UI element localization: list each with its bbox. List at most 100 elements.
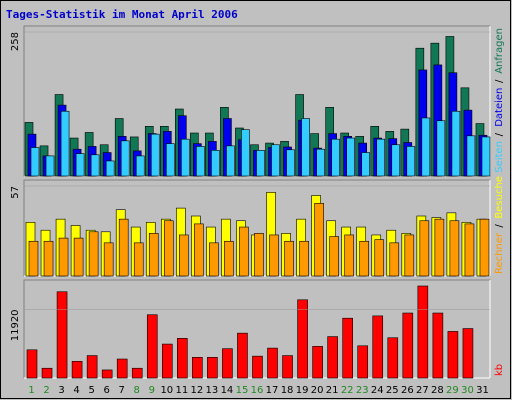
legend-rechner: Rechner bbox=[494, 232, 505, 274]
bar-rechner-15 bbox=[239, 226, 249, 277]
x-tick-label: 24 bbox=[371, 385, 384, 396]
legend-kb: kb bbox=[494, 364, 505, 376]
bar-seiten-9 bbox=[150, 133, 160, 177]
bar-seiten-12 bbox=[196, 146, 205, 177]
bar-kb-3 bbox=[56, 291, 68, 379]
bar-kb-27 bbox=[417, 285, 429, 379]
x-tick-label: 25 bbox=[386, 385, 399, 396]
bar-rechner-28 bbox=[434, 218, 445, 277]
bar-rechner-19 bbox=[299, 240, 309, 277]
x-tick-label: 13 bbox=[206, 385, 219, 396]
bar-seiten-13 bbox=[211, 150, 220, 177]
bar-seiten-2 bbox=[45, 155, 55, 177]
x-tick-label: 19 bbox=[296, 385, 309, 396]
bar-kb-22 bbox=[342, 317, 353, 379]
x-tick-label: 28 bbox=[431, 385, 444, 396]
legend-separator: / bbox=[494, 132, 505, 136]
bar-rechner-14 bbox=[224, 240, 234, 277]
bar-seiten-1 bbox=[30, 147, 40, 177]
x-tick-label: 3 bbox=[58, 385, 64, 396]
bar-seiten-21 bbox=[331, 138, 340, 177]
x-tick-label: 12 bbox=[191, 385, 204, 396]
bar-kb-1 bbox=[26, 349, 38, 379]
bar-seiten-15 bbox=[241, 129, 250, 177]
x-tick-label: 18 bbox=[281, 385, 294, 396]
x-tick-label: 22 bbox=[341, 385, 354, 396]
bar-kb-14 bbox=[222, 348, 233, 379]
legend-separator: / bbox=[494, 224, 505, 228]
bar-seiten-16 bbox=[256, 150, 265, 177]
bar-rechner-30 bbox=[464, 223, 475, 277]
y-tick-label-top: 258 bbox=[10, 32, 21, 51]
bar-kb-16 bbox=[252, 355, 263, 379]
bar-seiten-29 bbox=[451, 110, 461, 177]
legend-anfragen: Anfragen bbox=[494, 28, 505, 74]
bar-seiten-24 bbox=[376, 138, 386, 177]
bar-kb-30 bbox=[462, 328, 474, 379]
x-tick-label: 29 bbox=[446, 385, 459, 396]
bar-rechner-31 bbox=[479, 218, 490, 277]
bar-seiten-27 bbox=[421, 117, 431, 177]
x-tick-label: 4 bbox=[73, 385, 79, 396]
bar-rechner-25 bbox=[389, 242, 400, 277]
legend-dateien: Dateien bbox=[494, 88, 505, 127]
bar-rechner-9 bbox=[148, 233, 159, 277]
bar-kb-25 bbox=[387, 337, 399, 379]
bar-kb-10 bbox=[161, 343, 173, 379]
bar-seiten-7 bbox=[120, 140, 130, 177]
y-tick-label-bottom: 11920 bbox=[10, 309, 21, 341]
bar-rechner-4 bbox=[73, 237, 84, 277]
bar-kb-11 bbox=[177, 338, 188, 379]
bar-rechner-1 bbox=[28, 240, 39, 277]
bar-kb-29 bbox=[447, 331, 459, 379]
bar-seiten-25 bbox=[391, 144, 401, 177]
x-tick-label: 6 bbox=[103, 385, 109, 396]
bar-kb-12 bbox=[192, 356, 203, 379]
bar-rechner-2 bbox=[43, 240, 54, 277]
bar-rechner-24 bbox=[374, 239, 385, 277]
bar-kb-18 bbox=[282, 355, 293, 379]
bar-rechner-3 bbox=[58, 237, 69, 277]
bar-seiten-3 bbox=[60, 110, 70, 177]
bar-rechner-12 bbox=[194, 223, 204, 277]
x-tick-label: 5 bbox=[88, 385, 94, 396]
bar-kb-2 bbox=[41, 367, 53, 379]
bar-seiten-22 bbox=[346, 137, 355, 177]
bar-seiten-28 bbox=[436, 120, 446, 177]
bar-rechner-11 bbox=[179, 234, 189, 277]
x-tick-label: 20 bbox=[311, 385, 324, 396]
bar-rechner-5 bbox=[88, 231, 99, 277]
bar-seiten-11 bbox=[181, 138, 190, 177]
x-tick-label: 23 bbox=[356, 385, 369, 396]
bar-rechner-26 bbox=[404, 234, 415, 277]
bar-seiten-4 bbox=[75, 153, 85, 177]
bar-seiten-30 bbox=[466, 135, 476, 177]
bar-kb-28 bbox=[432, 312, 444, 379]
x-tick-label: 15 bbox=[236, 385, 249, 396]
bar-kb-26 bbox=[402, 312, 414, 379]
bar-kb-8 bbox=[131, 367, 143, 379]
bar-kb-5 bbox=[86, 355, 98, 379]
bar-seiten-10 bbox=[165, 143, 175, 177]
legend-separator: / bbox=[494, 79, 505, 83]
x-tick-label: 26 bbox=[401, 385, 414, 396]
chart-title: Tages-Statistik im Monat April 2006 bbox=[6, 8, 238, 21]
bar-rechner-17 bbox=[269, 234, 279, 277]
bar-kb-4 bbox=[71, 361, 83, 379]
bar-seiten-23 bbox=[361, 152, 371, 177]
legend-seiten: Seiten bbox=[494, 141, 505, 173]
bar-seiten-14 bbox=[226, 145, 235, 177]
bar-seiten-19 bbox=[301, 118, 310, 177]
bar-kb-7 bbox=[116, 358, 128, 379]
bar-kb-6 bbox=[101, 369, 113, 379]
x-tick-label: 8 bbox=[134, 385, 140, 396]
x-tick-label: 17 bbox=[266, 385, 279, 396]
bar-rechner-23 bbox=[359, 240, 370, 277]
x-tick-label: 31 bbox=[476, 385, 489, 396]
x-tick-label: 9 bbox=[149, 385, 155, 396]
bar-rechner-21 bbox=[329, 236, 339, 277]
bar-seiten-17 bbox=[271, 144, 280, 177]
bar-rechner-10 bbox=[163, 220, 174, 277]
